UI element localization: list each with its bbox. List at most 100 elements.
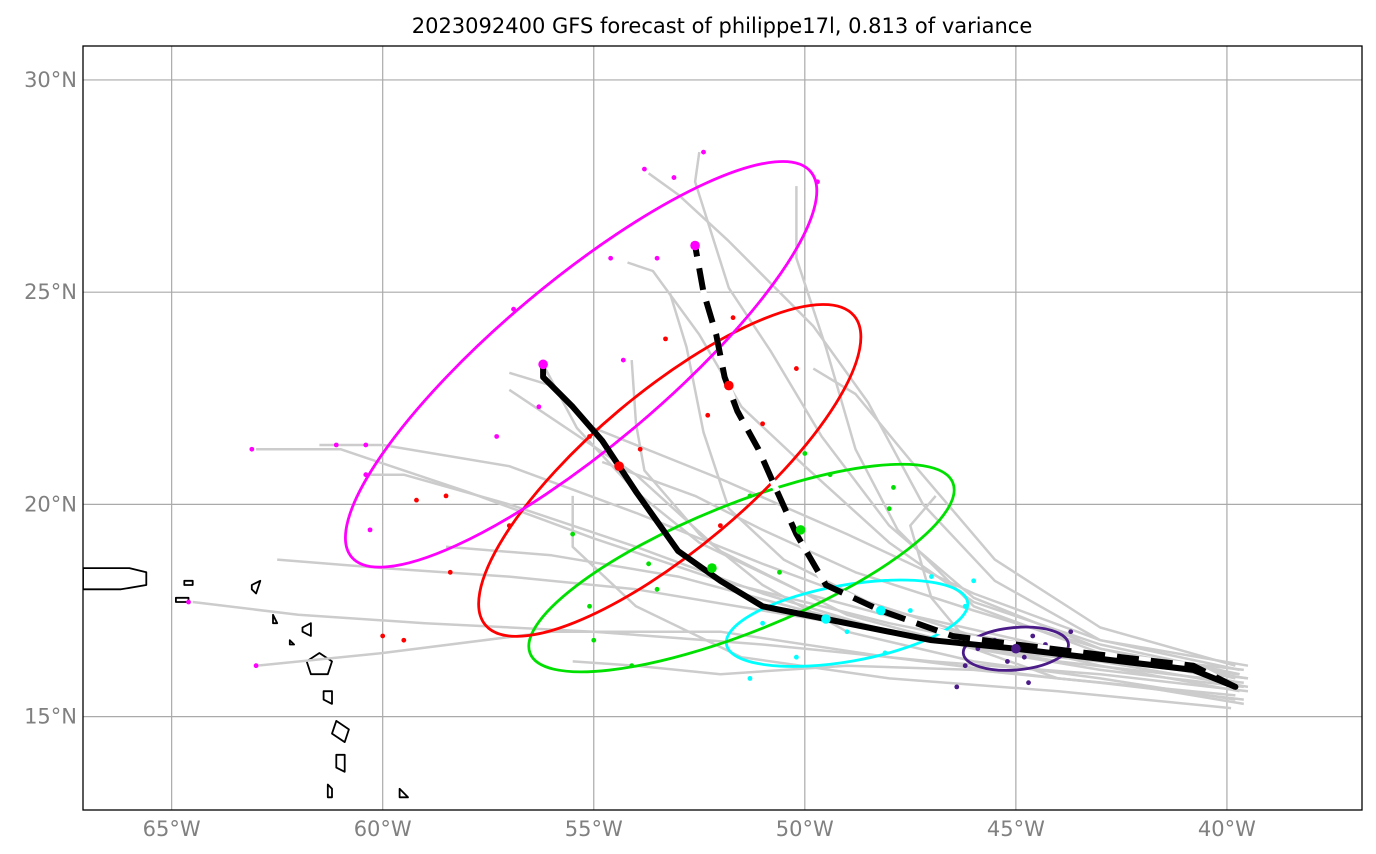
ensemble-point (443, 493, 449, 499)
ensemble-point (591, 637, 597, 643)
x-tick-label: 45°W (987, 817, 1045, 841)
mean-track-point (724, 380, 734, 391)
ensemble-track (647, 172, 1240, 672)
ensemble-point (363, 442, 369, 448)
ensemble-point (249, 446, 255, 452)
ensemble-point (701, 149, 706, 155)
ensemble-point (253, 663, 259, 669)
ensemble-point (717, 523, 723, 529)
ensemble-positions (186, 149, 1074, 690)
ensemble-point (637, 446, 643, 452)
ensemble-track (571, 495, 1232, 710)
ensemble-point (536, 404, 542, 410)
island-outline (331, 720, 350, 743)
x-tick-label: 50°W (776, 817, 834, 841)
ensemble-track (795, 186, 1240, 684)
island-outline (183, 579, 194, 586)
uncertainty-ellipses (344, 160, 1070, 674)
mean-track-point (875, 605, 886, 616)
ensemble-track (630, 360, 1236, 701)
ensemble-track (370, 473, 1244, 684)
x-tick-label: 65°W (143, 817, 201, 841)
y-tick-label: 25°N (24, 280, 77, 304)
ensemble-point (777, 569, 782, 575)
dashed-mean-track (692, 244, 1237, 690)
ensemble-track (192, 600, 1249, 693)
ensemble-point (333, 442, 339, 448)
ensemble-point (654, 586, 660, 592)
ensemble-track (319, 443, 1244, 672)
plot-frame (82, 45, 1363, 811)
mean-track-point (795, 525, 806, 535)
ensemble-point (760, 421, 766, 427)
x-tick-label: 40°W (1198, 817, 1256, 841)
uncertainty-ellipse (527, 462, 956, 674)
island-outline (335, 753, 346, 773)
uncertainty-ellipse (477, 303, 863, 638)
x-tick-label: 55°W (565, 817, 623, 841)
ensemble-track (601, 460, 1236, 676)
island-outline (305, 652, 333, 676)
ensemble-point (414, 497, 419, 503)
ensemble-point (954, 684, 960, 690)
ensemble-point (620, 357, 626, 363)
ensemble-point (907, 608, 913, 613)
ensemble-point (1005, 659, 1010, 664)
ensemble-track (627, 261, 1240, 676)
ensemble-point (447, 569, 453, 575)
mean-track-point (614, 461, 624, 472)
ensemble-point (730, 315, 736, 321)
coastlines (83, 567, 409, 799)
island-outline (301, 622, 312, 637)
solid-mean-track (540, 361, 1239, 690)
uncertainty-ellipse (961, 625, 1070, 672)
island-outline (322, 690, 333, 705)
grid-lines (83, 46, 1362, 810)
ensemble-point (705, 412, 711, 418)
mean-track-point (821, 614, 831, 624)
island-outline (326, 783, 333, 799)
ensemble-point (971, 578, 977, 584)
ensemble-point (646, 561, 652, 567)
ensemble-point (663, 336, 668, 342)
ensemble-point (760, 620, 766, 626)
ensemble-point (886, 506, 892, 512)
ensemble-track (508, 388, 1244, 689)
ensemble-point (186, 599, 191, 605)
ensemble-track (909, 495, 1245, 706)
x-tick-label: 60°W (354, 817, 412, 841)
ensemble-point (587, 603, 592, 609)
island-outline (398, 787, 409, 799)
mean-track-point (1011, 643, 1021, 654)
island-outline (272, 613, 279, 625)
island-outline (83, 567, 148, 591)
dashed-track-backing (692, 244, 1237, 690)
ensemble-point (929, 574, 934, 579)
y-tick-label: 30°N (24, 68, 77, 92)
axis-ticks: 65°W 60°W 55°W 50°W 45°W 40°W 15°N 20°N 25°N 30°N (24, 68, 1256, 841)
ensemble-point (401, 637, 407, 643)
mean-positions (538, 240, 1021, 654)
mean-track-point (690, 240, 700, 251)
ensemble-point (494, 434, 500, 439)
ensemble-point (1026, 680, 1031, 686)
ensemble-point (747, 676, 753, 681)
ensemble-point (891, 485, 896, 490)
uncertainty-ellipse (724, 578, 970, 668)
island-outline (288, 639, 296, 646)
y-tick-label: 15°N (24, 705, 77, 729)
mean-tracks (540, 244, 1239, 690)
ensemble-point (962, 663, 968, 669)
ensemble-point (1021, 654, 1027, 660)
ensemble-point (1030, 633, 1036, 639)
ensemble-point (793, 366, 799, 371)
ensemble-point (642, 166, 647, 172)
ensemble-point (671, 175, 677, 180)
mean-track-point (707, 563, 717, 573)
ensemble-track (812, 367, 1236, 667)
ensemble-point (793, 654, 799, 660)
ensemble-point (367, 527, 373, 533)
island-outline (250, 579, 262, 595)
ensemble-point (1068, 629, 1074, 635)
